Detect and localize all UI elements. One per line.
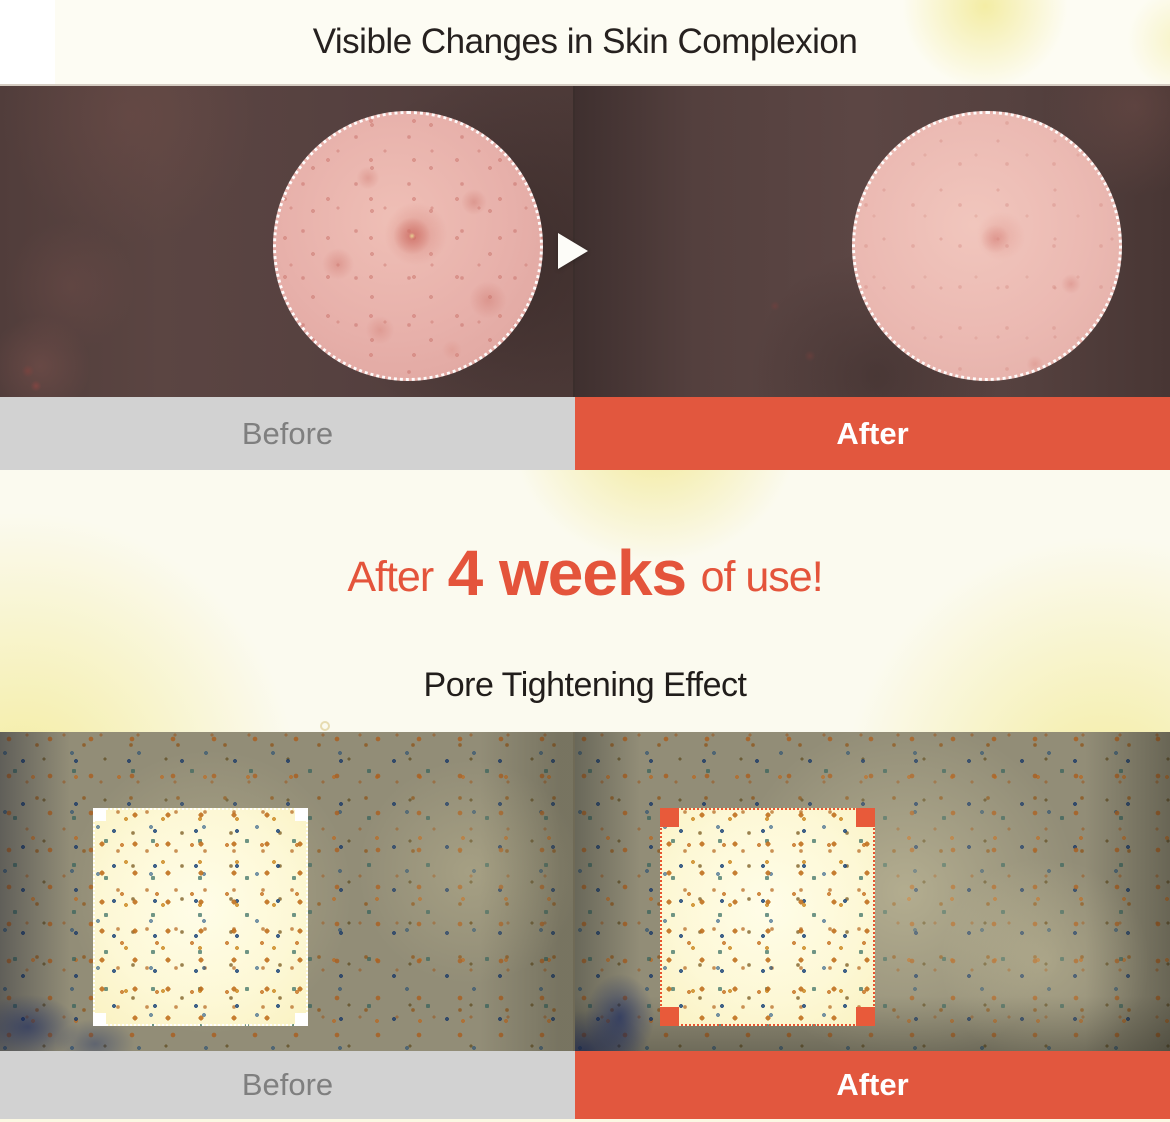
corner-marker [856, 808, 875, 827]
before-label: Before [241, 1067, 334, 1102]
headline: After 4 weeks of use! [0, 536, 1170, 610]
after-label-cell: After [575, 1051, 1170, 1119]
highlight-square-before-icon [93, 808, 308, 1026]
after-label-cell: After [575, 397, 1170, 470]
bottom-strip [0, 1119, 1170, 1122]
corner-marker [295, 1013, 308, 1026]
bubble-decoration-icon [320, 721, 330, 731]
pore-comparison [0, 732, 1170, 1051]
before-label-cell: Before [0, 397, 575, 470]
midsection: After 4 weeks of use! Pore Tightening Ef… [0, 470, 1170, 732]
magnifier-circle-after-icon [852, 111, 1122, 381]
corner-marker [295, 808, 308, 821]
skin-before-photo [0, 86, 573, 397]
headline-highlight: 4 weeks [447, 537, 688, 609]
corner-marker [660, 808, 679, 827]
photo-divider [573, 732, 575, 1051]
page-title: Visible Changes in Skin Complexion [312, 22, 858, 61]
magnifier-circle-before-icon [273, 111, 543, 381]
title-strip: Visible Changes in Skin Complexion [0, 0, 1170, 86]
headline-prefix: After [347, 553, 434, 601]
after-label: After [836, 415, 909, 451]
skin-after-photo [575, 86, 1170, 397]
pore-label-bar: Before After [0, 1051, 1170, 1119]
skin-label-bar: Before After [0, 397, 1170, 470]
corner-marker [93, 808, 106, 821]
subtitle: Pore Tightening Effect [423, 666, 747, 704]
before-label: Before [241, 415, 334, 451]
pore-before-photo [0, 732, 573, 1051]
arrow-right-icon [558, 233, 588, 269]
headline-suffix: of use! [700, 553, 824, 601]
corner-marker [93, 1013, 106, 1026]
corner-marker [856, 1007, 875, 1026]
pore-after-photo [575, 732, 1170, 1051]
skin-comparison [0, 86, 1170, 397]
corner-marker [660, 1007, 679, 1026]
highlight-square-after-icon [660, 808, 875, 1026]
after-label: After [836, 1067, 909, 1102]
before-label-cell: Before [0, 1051, 575, 1119]
